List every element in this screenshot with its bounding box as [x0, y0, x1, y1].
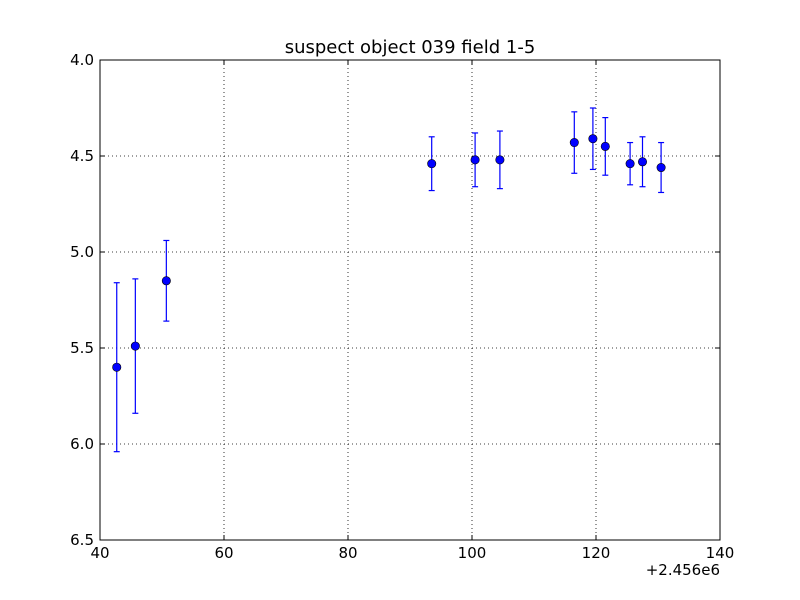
- data-point: [427, 159, 437, 169]
- x-tick-label: 140: [706, 544, 735, 562]
- data-point: [112, 362, 122, 372]
- x-tick-label: 60: [214, 544, 233, 562]
- data-point: [470, 155, 480, 165]
- data-point: [625, 159, 635, 169]
- x-tick-label: 120: [582, 544, 611, 562]
- y-tick-label: 5.0: [70, 243, 94, 261]
- x-axis-offset-label: +2.456e6: [646, 561, 720, 579]
- data-point: [588, 134, 598, 144]
- plot-area: [100, 60, 720, 540]
- chart-title: suspect object 039 field 1-5: [285, 37, 536, 58]
- x-tick-label: 80: [338, 544, 357, 562]
- plot-frame: [99, 59, 721, 541]
- data-point: [130, 341, 140, 351]
- data-point: [637, 157, 647, 167]
- data-point: [656, 163, 666, 173]
- data-point: [600, 141, 610, 151]
- y-tick-label: 5.5: [70, 339, 94, 357]
- y-axis: 4.0 4.5 5.0 5.5 6.0 6.5: [70, 51, 720, 549]
- y-tick-label: 4.5: [70, 147, 94, 165]
- data-points: [112, 134, 666, 372]
- x-axis: 40 60 80 100 120 140: [90, 60, 734, 562]
- x-tick-label: 40: [90, 544, 109, 562]
- y-tick-label: 6.5: [70, 531, 94, 549]
- y-tick-label: 4.0: [70, 51, 94, 69]
- data-point: [495, 155, 505, 165]
- data-point: [161, 276, 171, 286]
- x-tick-label: 100: [458, 544, 487, 562]
- data-point: [569, 138, 579, 148]
- y-tick-label: 6.0: [70, 435, 94, 453]
